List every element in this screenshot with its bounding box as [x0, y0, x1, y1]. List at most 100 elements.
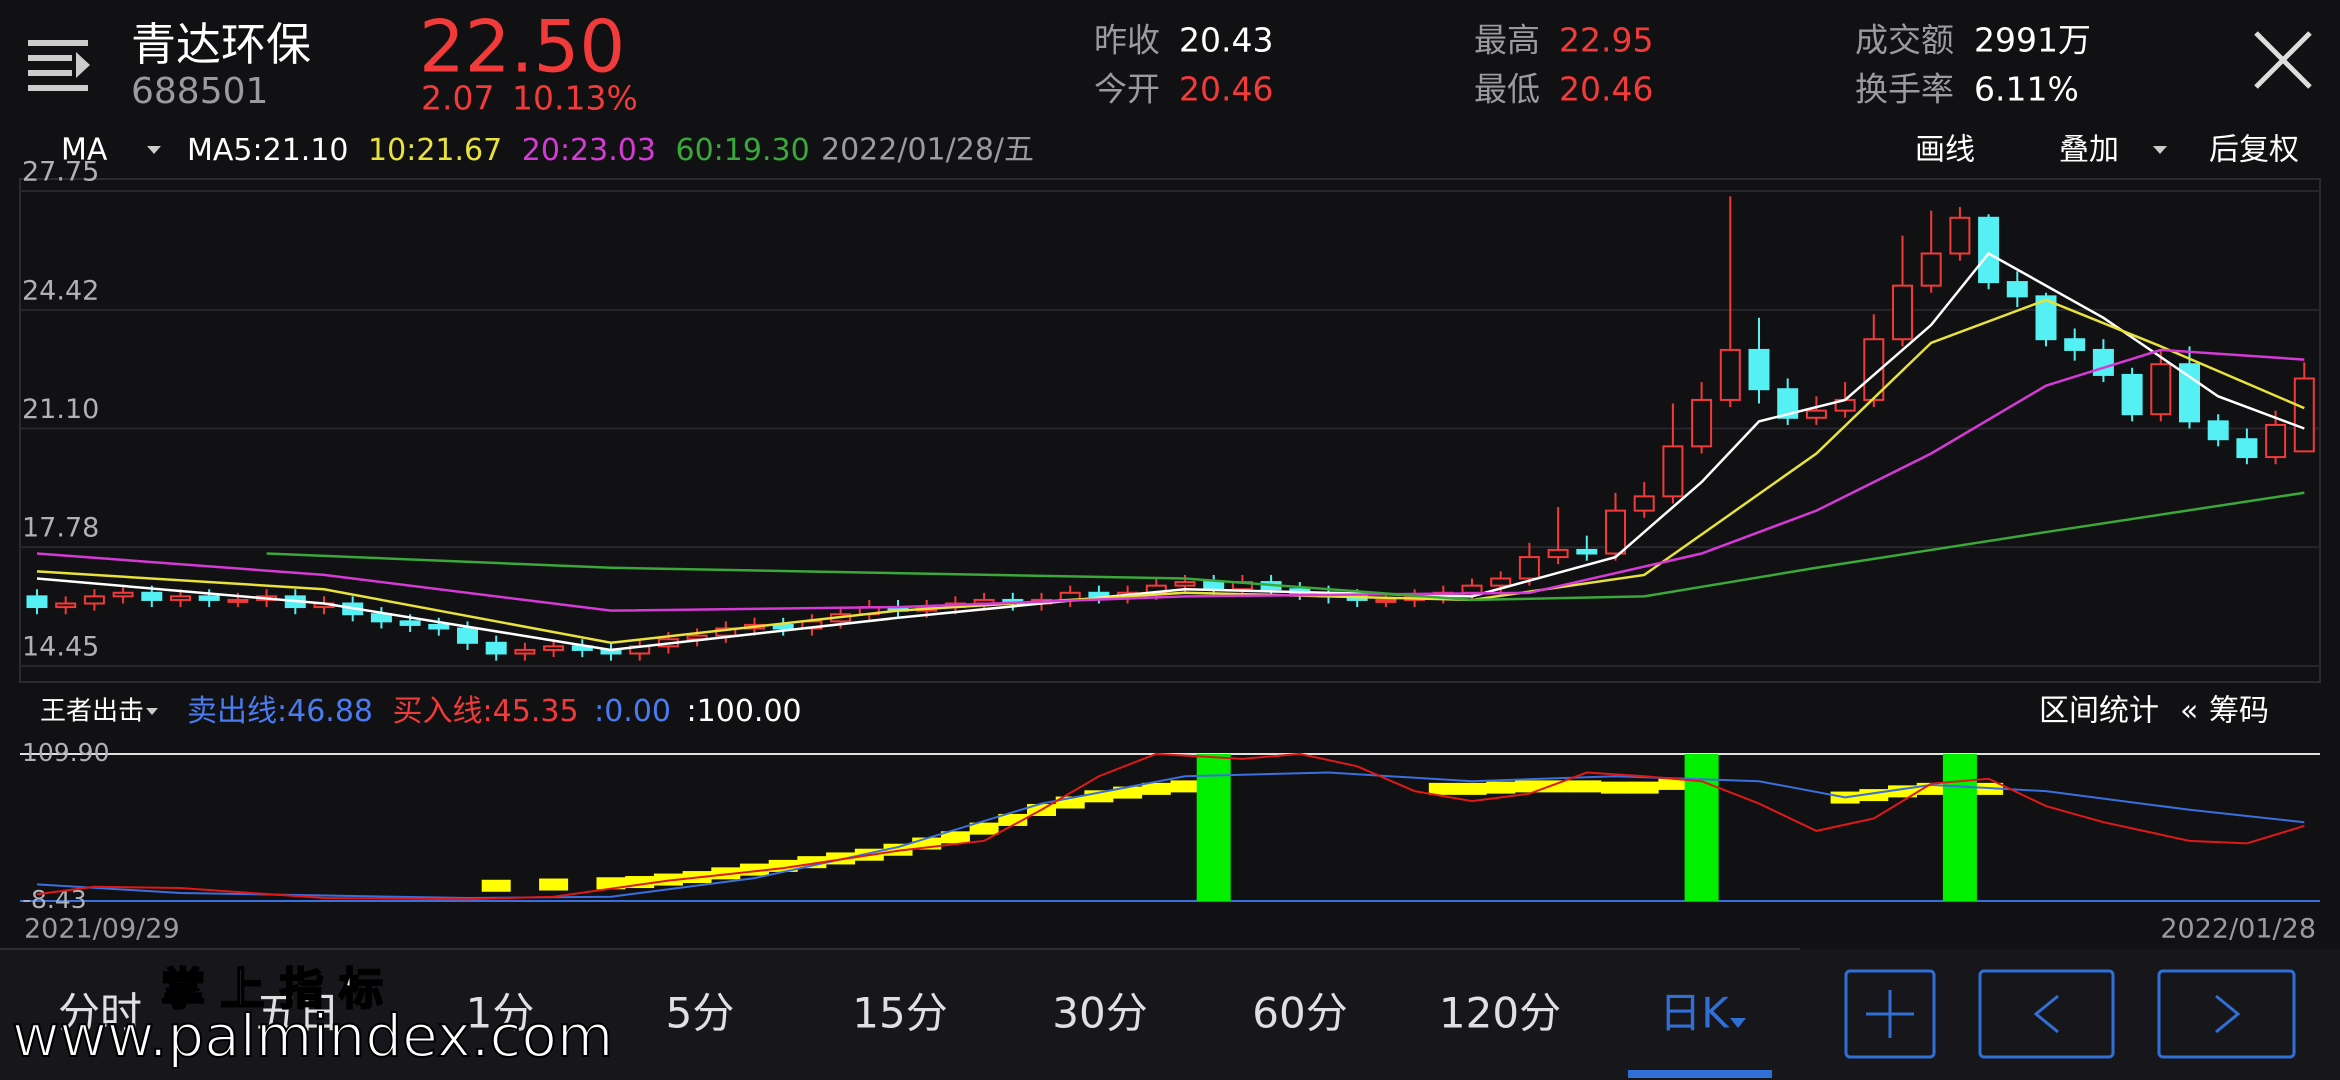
tab[interactable]: 60分	[1252, 989, 1347, 1038]
indicator-name[interactable]: 王者出击	[40, 697, 144, 727]
stat-label: 最低	[1474, 70, 1540, 109]
prev-button[interactable]	[1978, 969, 2115, 1059]
main-panel	[19, 178, 2321, 683]
candle-body	[198, 595, 220, 601]
adjust-button[interactable]: 后复权	[2209, 133, 2299, 168]
candle-body	[1805, 409, 1827, 419]
candle-body	[485, 641, 507, 655]
candle-body	[1978, 216, 2000, 284]
candle-body	[514, 648, 536, 655]
candle-body	[1605, 509, 1626, 555]
main-chart: 27.75 24.42 21.10 17.78 14.45	[20, 157, 2320, 667]
yellow-block	[1113, 786, 1143, 799]
ma60-label: 60:	[675, 133, 723, 168]
sell-label: 卖出线:	[187, 694, 287, 729]
stat-value: 20.46	[1179, 70, 1273, 109]
candle-body	[1633, 495, 1655, 512]
dropdown-arrow	[1730, 1018, 1746, 1028]
candle-body	[1518, 556, 1540, 580]
tab[interactable]: 1分	[466, 989, 535, 1038]
candle-body	[1777, 388, 1799, 419]
candle-body	[1547, 548, 1569, 559]
indicator-chart: 109.90-8.43	[20, 738, 2320, 914]
candle-body	[112, 591, 134, 598]
ma-line	[36, 298, 2305, 645]
overlay-button[interactable]: 叠加	[2059, 133, 2119, 168]
candle-body	[2207, 420, 2229, 441]
ma20: 23.03	[570, 133, 656, 168]
yellow-block	[1428, 782, 1458, 795]
y-tick-label: 21.10	[22, 394, 99, 425]
y-tick-label: 24.42	[22, 275, 99, 306]
candle-body	[1461, 584, 1483, 594]
candle-body	[2150, 363, 2172, 416]
candle-body	[1691, 398, 1713, 448]
yellow-block	[596, 877, 626, 890]
yellow-block	[1514, 780, 1544, 793]
yellow-block	[1658, 777, 1688, 790]
ma10-label: 10:	[368, 133, 416, 168]
candle-body	[227, 598, 249, 603]
close-button[interactable]	[2254, 31, 2312, 89]
candle-body	[1863, 338, 1885, 401]
draw-button[interactable]: 画线	[1915, 133, 1975, 168]
next-button[interactable]	[2157, 969, 2296, 1059]
candle-body	[2121, 373, 2143, 416]
candle-body	[2035, 295, 2057, 341]
menu-icon[interactable]	[28, 40, 90, 91]
ma-line	[36, 251, 2305, 652]
ma-selector[interactable]: MA	[61, 133, 108, 168]
sell-line	[36, 771, 2305, 899]
green-bar	[1196, 754, 1231, 901]
candle-body	[543, 645, 565, 651]
tab[interactable]: 30分	[1052, 989, 1147, 1038]
yellow-block	[539, 878, 569, 891]
tab[interactable]: 120分	[1439, 989, 1561, 1038]
change-pct: 10.13%	[512, 79, 638, 118]
ma10: 21.67	[416, 133, 502, 168]
tab[interactable]: 5分	[666, 989, 735, 1038]
candle-body	[170, 595, 191, 601]
candle-body	[1490, 577, 1512, 587]
dropdown-arrow	[147, 146, 161, 154]
candle-body	[1203, 581, 1225, 591]
candle-body	[26, 595, 48, 609]
tab[interactable]: 五日	[256, 989, 340, 1038]
tab[interactable]: 15分	[852, 989, 947, 1038]
stat-value: 22.95	[1559, 21, 1653, 60]
candle-body	[2293, 377, 2315, 453]
candle-body	[1748, 348, 1770, 391]
ma60: 19.30	[724, 133, 810, 168]
stat-value: 6.11%	[1974, 70, 2079, 109]
candle-body	[141, 591, 163, 601]
yellow-block	[1457, 782, 1487, 795]
candle-body	[83, 595, 105, 605]
candle-body	[2265, 423, 2287, 459]
yellow-block	[481, 879, 511, 892]
chips-button[interactable]: 筹码	[2209, 694, 2269, 729]
end-date: 2022/01/28	[2160, 914, 2316, 945]
candle-body	[1088, 591, 1110, 598]
y-tick-label: 14.45	[22, 632, 99, 663]
candle-body	[2092, 348, 2114, 376]
tab[interactable]: 日K	[1659, 989, 1730, 1038]
candle-body	[2236, 438, 2258, 459]
ma5: 21.10	[263, 133, 349, 168]
date: 2022/01/28/五	[821, 133, 1034, 168]
plus-icon	[1866, 990, 1914, 1038]
candle-body	[1174, 581, 1196, 587]
add-button[interactable]	[1844, 969, 1936, 1059]
stat-label: 换手率	[1855, 70, 1954, 109]
range-stats-button[interactable]: 区间统计	[2039, 694, 2159, 729]
yellow-block	[969, 822, 999, 835]
stat-value: 2991万	[1974, 21, 2091, 60]
tab[interactable]: 分时	[58, 989, 142, 1038]
left-icon	[2033, 994, 2059, 1034]
yellow-block	[711, 867, 741, 880]
stat-label: 最高	[1474, 21, 1540, 60]
dropdown-arrow	[146, 708, 158, 715]
right-icon	[2215, 994, 2241, 1034]
ma5-label: MA5:	[187, 133, 263, 168]
tab-bar	[0, 949, 2340, 1080]
